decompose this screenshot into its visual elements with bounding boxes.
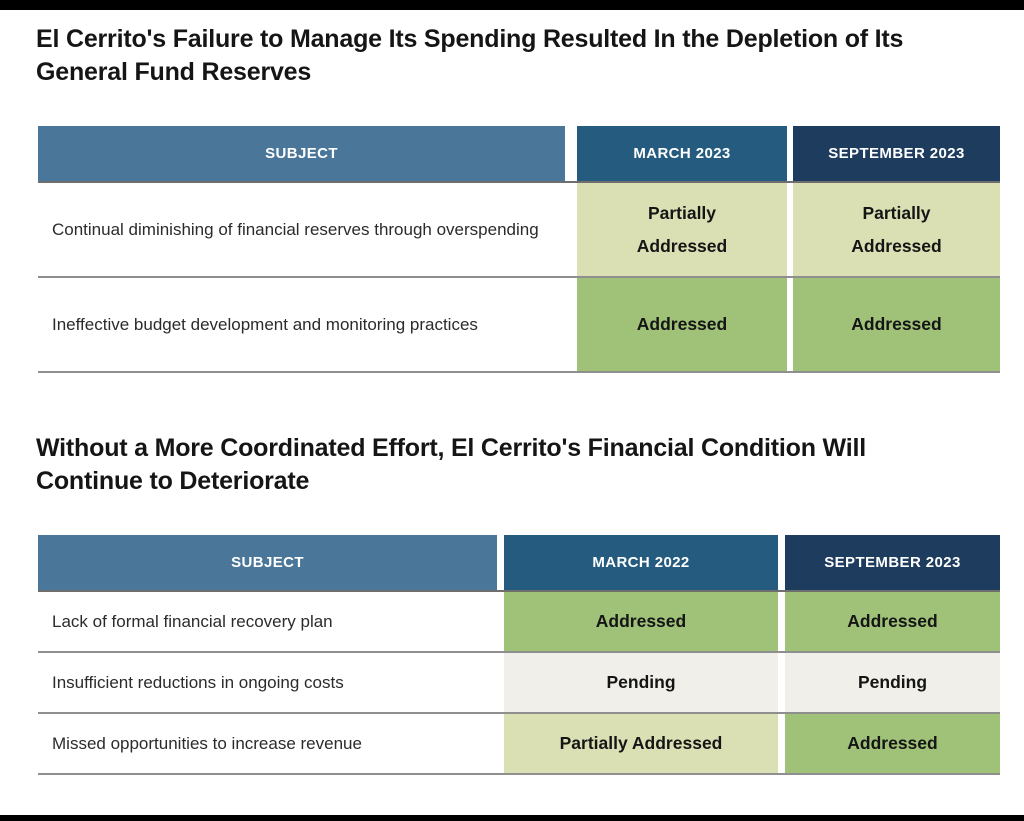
section1-heading: El Cerrito's Failure to Manage Its Spend…: [36, 25, 904, 86]
status-label: Partially Addressed: [559, 733, 723, 754]
status-label: Pending: [606, 672, 676, 693]
recommendations-table-1: SUBJECT MARCH 2023 SEPTEMBER 2023 Contin…: [38, 126, 1000, 373]
subject-cell: Lack of formal financial recovery plan: [38, 592, 497, 651]
status-label: Addressed: [595, 611, 687, 632]
subject-text: Ineffective budget development and monit…: [52, 314, 478, 334]
status-cell: Pending: [785, 653, 1000, 712]
table2-header-subject: SUBJECT: [38, 535, 497, 590]
status-cell: Addressed: [785, 714, 1000, 773]
column-header-label: MARCH 2023: [633, 145, 731, 162]
status-cell: Partially Addressed: [793, 183, 1000, 276]
table1-header-march-2023: MARCH 2023: [577, 126, 787, 181]
report-page: El Cerrito's Failure to Manage Its Spend…: [36, 25, 1000, 775]
column-header-label: SEPTEMBER 2023: [828, 145, 965, 162]
subject-cell: Insufficient reductions in ongoing costs: [38, 653, 497, 712]
bottom-border-bar: [0, 815, 1024, 821]
status-label: Addressed: [636, 314, 728, 335]
table-row: Continual diminishing of financial reser…: [38, 183, 1000, 278]
column-header-label: SUBJECT: [231, 554, 304, 571]
status-cell: Addressed: [793, 278, 1000, 371]
table2-header-row: SUBJECT MARCH 2022 SEPTEMBER 2023: [38, 535, 1000, 592]
recommendations-table-2: SUBJECT MARCH 2022 SEPTEMBER 2023 Lack o…: [38, 535, 1000, 775]
table-row: Insufficient reductions in ongoing costs…: [38, 653, 1000, 714]
table-row: Missed opportunities to increase revenue…: [38, 714, 1000, 775]
subject-cell: Ineffective budget development and monit…: [38, 278, 565, 371]
table1-header-september-2023: SEPTEMBER 2023: [793, 126, 1000, 181]
subject-text: Missed opportunities to increase revenue: [52, 733, 362, 753]
status-cell: Pending: [504, 653, 778, 712]
status-cell: Addressed: [577, 278, 787, 371]
table1-header-row: SUBJECT MARCH 2023 SEPTEMBER 2023: [38, 126, 1000, 183]
table2-header-september-2023: SEPTEMBER 2023: [785, 535, 1000, 590]
status-cell: Partially Addressed: [504, 714, 778, 773]
table-row: Ineffective budget development and monit…: [38, 278, 1000, 373]
status-label: Pending: [857, 672, 928, 693]
table-row: Lack of formal financial recovery plan A…: [38, 592, 1000, 653]
status-cell: Addressed: [504, 592, 778, 651]
status-cell: Partially Addressed: [577, 183, 787, 276]
section2-heading: Without a More Coordinated Effort, El Ce…: [36, 434, 866, 495]
subject-text: Lack of formal financial recovery plan: [52, 611, 333, 631]
subject-text: Continual diminishing of financial reser…: [52, 219, 539, 239]
subject-cell: Missed opportunities to increase revenue: [38, 714, 497, 773]
table1-header-subject: SUBJECT: [38, 126, 565, 181]
status-cell: Addressed: [785, 592, 1000, 651]
column-header-label: MARCH 2022: [592, 554, 690, 571]
status-label: Partially Addressed: [636, 203, 728, 256]
table2-header-march-2022: MARCH 2022: [504, 535, 778, 590]
status-label: Addressed: [851, 314, 942, 335]
status-label: Addressed: [847, 611, 938, 632]
subject-cell: Continual diminishing of financial reser…: [38, 183, 565, 276]
column-header-label: SEPTEMBER 2023: [824, 554, 961, 571]
status-label: Addressed: [847, 733, 938, 754]
top-border-bar: [0, 0, 1024, 10]
column-header-label: SUBJECT: [265, 145, 338, 162]
status-label: Partially Addressed: [851, 203, 942, 256]
subject-text: Insufficient reductions in ongoing costs: [52, 672, 344, 692]
